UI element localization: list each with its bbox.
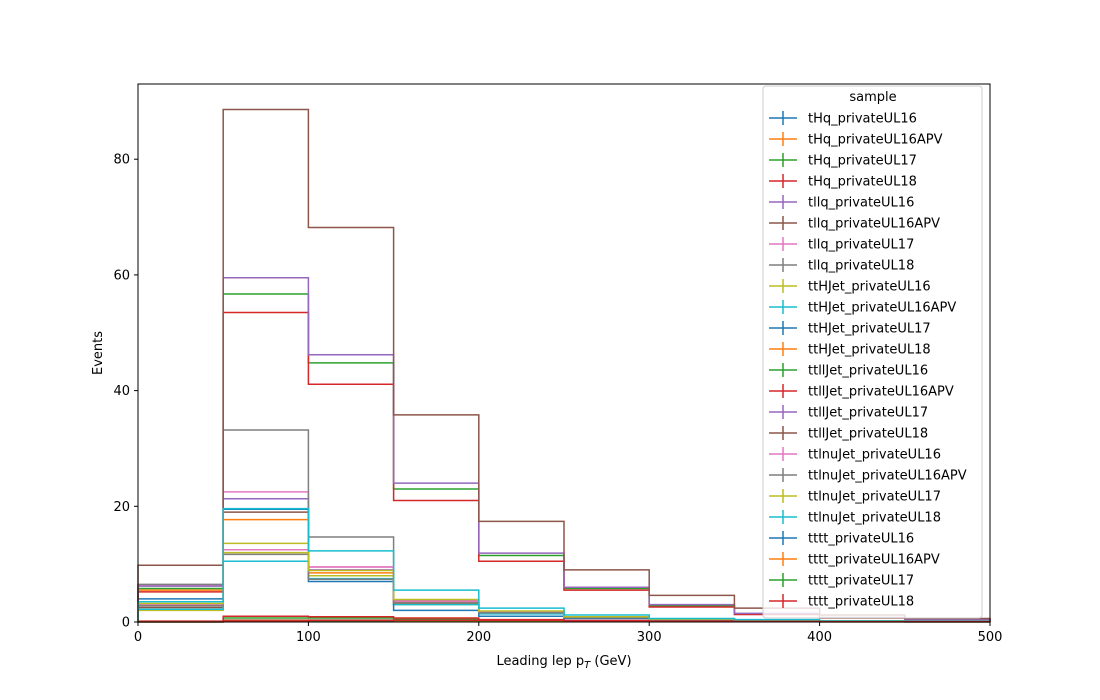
legend-label: ttlnuJet_privateUL16 [808, 448, 941, 463]
y-tick-label: 20 [113, 500, 130, 515]
legend-label: ttHJet_privateUL17 [808, 322, 931, 337]
legend-label: tttt_privateUL16APV [808, 553, 940, 568]
legend-entries: tHq_privateUL16 tHq_privateUL16APV tHq_pri… [769, 111, 967, 610]
legend: sample tHq_privateUL16 tHq_privateUL16APV… [762, 85, 983, 619]
legend-entry-ttHJet_privateUL16APV: ttHJet_privateUL16APV [769, 300, 956, 316]
histogram-series-group [137, 108, 991, 623]
legend-label: ttHJet_privateUL16 [808, 280, 931, 295]
legend-entry-ttllJet_privateUL17: ttllJet_privateUL17 [769, 405, 928, 421]
legend-entry-tllq_privateUL18: tllq_privateUL18 [769, 258, 914, 274]
y-tick-label: 0 [122, 616, 130, 631]
legend-label: tttt_privateUL18 [808, 595, 914, 610]
legend-entry-tttt_privateUL16APV: tttt_privateUL16APV [769, 552, 940, 568]
x-axis: 0 100 200 300 400 500 [134, 622, 1003, 645]
x-tick-label: 200 [466, 630, 491, 645]
legend-label: ttlnuJet_privateUL16APV [808, 469, 967, 484]
legend-entry-tllq_privateUL16: tllq_privateUL16 [769, 195, 914, 211]
legend-entry-tHq_privateUL16: tHq_privateUL16 [769, 111, 917, 127]
legend-entry-ttllJet_privateUL16: ttllJet_privateUL16 [769, 363, 928, 379]
legend-entry-tttt_privateUL17: tttt_privateUL17 [769, 573, 914, 589]
x-tick-label: 400 [807, 630, 832, 645]
legend-label: ttlnuJet_privateUL18 [808, 511, 941, 526]
legend-entry-tllq_privateUL16APV: tllq_privateUL16APV [769, 216, 940, 232]
legend-entry-ttlnuJet_privateUL17: ttlnuJet_privateUL17 [769, 489, 941, 505]
legend-entry-tHq_privateUL18: tHq_privateUL18 [769, 174, 917, 190]
legend-label: tllq_privateUL16APV [808, 217, 940, 232]
legend-label: ttHJet_privateUL16APV [808, 301, 956, 316]
legend-entry-ttHJet_privateUL18: ttHJet_privateUL18 [769, 342, 931, 358]
legend-entry-tHq_privateUL16APV: tHq_privateUL16APV [769, 132, 943, 148]
legend-label: tHq_privateUL16APV [808, 133, 943, 148]
y-tick-label: 60 [113, 268, 130, 283]
plot-frame [137, 83, 991, 623]
series-line-ttlnuJet_privateUL18 [137, 507, 991, 623]
legend-label: ttlnuJet_privateUL17 [808, 490, 941, 505]
legend-label: tttt_privateUL17 [808, 574, 914, 589]
legend-label: tHq_privateUL17 [808, 154, 917, 169]
legend-label: tllq_privateUL16 [808, 196, 914, 211]
legend-label: ttllJet_privateUL16APV [808, 385, 954, 400]
y-axis: 0 20 40 60 80 [113, 153, 138, 631]
legend-entry-ttHJet_privateUL17: ttHJet_privateUL17 [769, 321, 931, 337]
x-axis-label: Leading lep pT (GeV) [496, 654, 631, 671]
x-tick-label: 300 [637, 630, 662, 645]
legend-label: tHq_privateUL18 [808, 175, 917, 190]
legend-entry-ttllJet_privateUL16APV: ttllJet_privateUL16APV [769, 384, 954, 400]
legend-entry-ttlnuJet_privateUL16APV: ttlnuJet_privateUL16APV [769, 468, 967, 484]
y-axis-label: Events [91, 331, 106, 375]
legend-label: tttt_privateUL16 [808, 532, 914, 547]
x-tick-label: 500 [978, 630, 1003, 645]
y-tick-label: 80 [113, 153, 130, 168]
legend-label: tllq_privateUL17 [808, 238, 914, 253]
legend-entry-tHq_privateUL17: tHq_privateUL17 [769, 153, 917, 169]
legend-entry-ttlnuJet_privateUL16: ttlnuJet_privateUL16 [769, 447, 941, 463]
legend-label: ttllJet_privateUL17 [808, 406, 928, 421]
legend-label: ttHJet_privateUL18 [808, 343, 931, 358]
legend-entry-tttt_privateUL16: tttt_privateUL16 [769, 531, 914, 547]
legend-label: tllq_privateUL18 [808, 259, 914, 274]
legend-label: tHq_privateUL16 [808, 112, 917, 127]
legend-entry-ttlnuJet_privateUL18: ttlnuJet_privateUL18 [769, 510, 941, 526]
legend-entry-ttllJet_privateUL18: ttllJet_privateUL18 [769, 426, 928, 442]
legend-entry-tllq_privateUL17: tllq_privateUL17 [769, 237, 914, 253]
x-tick-label: 0 [134, 630, 142, 645]
legend-title: sample [849, 90, 896, 105]
legend-entry-tttt_privateUL18: tttt_privateUL18 [769, 594, 914, 610]
legend-box [762, 85, 983, 619]
legend-entry-ttHJet_privateUL16: ttHJet_privateUL16 [769, 279, 931, 295]
x-tick-label: 100 [296, 630, 321, 645]
legend-label: ttllJet_privateUL16 [808, 364, 928, 379]
y-tick-label: 40 [113, 384, 130, 399]
legend-label: ttllJet_privateUL18 [808, 427, 928, 442]
